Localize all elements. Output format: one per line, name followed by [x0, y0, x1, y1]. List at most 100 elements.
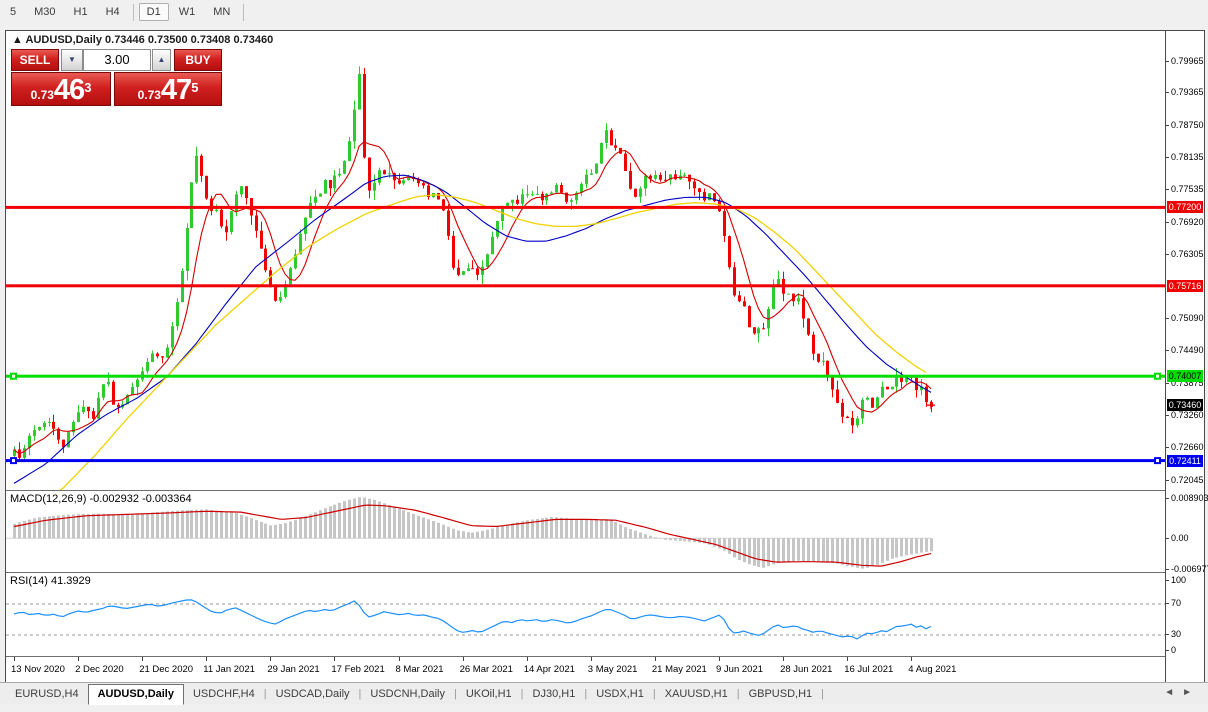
chart-ohlc-values: 0.73446 0.73500 0.73408 0.73460 — [105, 34, 274, 46]
timeframe-button-W1[interactable]: W1 — [178, 6, 196, 18]
horizontal-level-line[interactable] — [6, 284, 1165, 288]
axis-price-label: 0.73875 — [1171, 377, 1204, 388]
tab-separator: | — [821, 688, 824, 700]
macd-axis-label: 0.008903 — [1171, 492, 1208, 503]
chart-tab-usdcnh[interactable]: USDCNH,Daily — [370, 688, 445, 700]
buy-price-main: 47 — [160, 74, 192, 106]
rsi-axis-label: 30 — [1171, 628, 1182, 639]
horizontal-level-line[interactable] — [6, 459, 1165, 463]
timeframe-button-5[interactable]: 5 — [10, 6, 17, 18]
macd-chart-canvas[interactable] — [6, 491, 1165, 572]
chart-tab-xauusd[interactable]: XAUUSD,H1 — [664, 688, 728, 700]
level-price-badge[interactable]: 0.75716 — [1167, 279, 1203, 292]
axis-tick-mark — [1166, 92, 1169, 94]
chart-tab-gbpusd[interactable]: GBPUSD,H1 — [748, 688, 813, 700]
volume-input[interactable]: 3.00 — [83, 49, 151, 71]
rsi-axis-label: 70 — [1171, 597, 1182, 608]
axis-tick-mark — [1166, 318, 1169, 320]
tab-separator: | — [520, 688, 524, 700]
horizontal-level-line[interactable] — [6, 205, 1165, 209]
timeframe-button-H4[interactable]: H4 — [105, 6, 120, 18]
axis-tick-mark — [1166, 350, 1169, 352]
axis-tick-mark — [1166, 157, 1169, 159]
chart-tab-dj30[interactable]: DJ30,H1 — [532, 688, 576, 700]
current-price-badge[interactable]: 0.73460 — [1167, 399, 1203, 412]
chart-tab-usdcad[interactable]: USDCAD,Daily — [275, 688, 350, 700]
tab-scroll-right-icon[interactable]: ► — [1182, 687, 1200, 698]
date-label: 4 Aug 2021 — [908, 664, 957, 675]
date-tick-mark — [526, 657, 528, 661]
price-panel[interactable] — [6, 31, 1165, 491]
axis-tick-mark — [1166, 579, 1169, 581]
date-axis: 13 Nov 2020 2 Dec 2020 21 Dec 2020 11 Jan 2… — [6, 657, 1165, 682]
axis-tick-mark — [1166, 497, 1169, 499]
line-drag-handle-center — [12, 374, 15, 378]
main-chart-canvas[interactable] — [6, 31, 1165, 490]
macd-panel[interactable]: MACD(12,26,9) -0.002932 -0.003364 — [6, 491, 1165, 573]
timeframe-button-MN[interactable]: MN — [213, 6, 231, 18]
date-tick-mark — [334, 657, 336, 661]
level-price-badge[interactable]: 0.72411 — [1167, 454, 1203, 467]
buy-price-prefix: 0.73 — [137, 88, 161, 102]
axis-tick-mark — [1166, 649, 1169, 651]
timeframe-button-D1[interactable]: D1 — [138, 3, 169, 21]
chart-tab-bar: EURUSD,H4 AUDUSD,Daily USDCHF,H4 | USDCAD,Da… — [0, 682, 1208, 705]
ma-fast-line — [13, 141, 932, 455]
rsi-axis-label: 0 — [1171, 644, 1177, 655]
level-price-badge[interactable]: 0.74007 — [1167, 370, 1203, 383]
sell-price-button[interactable]: 0.73 46 3 — [11, 72, 111, 106]
timeframe-toolbar: 5 M30 H1 H4 D1 W1 MN — [0, 0, 1208, 24]
rsi-line — [13, 599, 932, 640]
date-label: 16 Jul 2021 — [844, 664, 894, 675]
sell-price-main: 46 — [53, 74, 85, 106]
sell-button[interactable]: SELL — [11, 49, 59, 71]
level-price-badge[interactable]: 0.77200 — [1167, 201, 1203, 214]
timeframe-button-H1[interactable]: H1 — [73, 6, 88, 18]
date-tick-mark — [398, 657, 400, 661]
axis-price-label: 0.76305 — [1171, 249, 1204, 260]
axis-price-label: 0.76920 — [1171, 216, 1204, 227]
rsi-chart-canvas[interactable] — [6, 573, 1165, 656]
date-tick-mark — [462, 657, 464, 661]
tab-separator: | — [263, 688, 267, 700]
axis-tick-mark — [1166, 446, 1169, 448]
chart-tab-eurusd[interactable]: EURUSD,H4 — [15, 688, 79, 700]
axis-tick-mark — [1166, 415, 1169, 417]
axis-tick-mark — [1166, 602, 1169, 604]
chart-title: ▲ AUDUSD,Daily 0.73446 0.73500 0.73408 0… — [12, 34, 273, 46]
rsi-panel[interactable]: RSI(14) 41.3929 — [6, 573, 1165, 657]
chart-tab-ukoil[interactable]: UKOil,H1 — [465, 688, 512, 700]
macd-indicator-label: MACD(12,26,9) -0.002932 -0.003364 — [10, 493, 192, 505]
timeframe-button-M30[interactable]: M30 — [34, 6, 56, 18]
axis-price-label: 0.77535 — [1171, 184, 1204, 195]
chart-tab-audusd[interactable]: AUDUSD,Daily — [87, 684, 184, 705]
axis-tick-mark — [1166, 254, 1169, 256]
axis-tick-mark — [1166, 60, 1169, 62]
line-drag-handle-center — [1156, 459, 1159, 463]
axis-tick-mark — [1166, 382, 1169, 384]
collapse-arrow-icon[interactable]: ▲ — [12, 34, 23, 46]
date-label: 21 Dec 2020 — [139, 664, 194, 675]
current-price-marker-icon — [927, 401, 935, 410]
buy-button[interactable]: BUY — [174, 49, 222, 71]
volume-increase-button[interactable]: ▲ — [152, 49, 171, 71]
chart-tab-usdx[interactable]: USDX,H1 — [596, 688, 644, 700]
horizontal-level-line[interactable] — [6, 374, 1165, 378]
date-label: 26 Mar 2021 — [459, 664, 513, 675]
line-drag-handle-center — [12, 459, 15, 463]
axis-price-label: 0.72660 — [1171, 441, 1204, 452]
date-tick-mark — [911, 657, 913, 661]
sell-price-pip: 3 — [84, 80, 92, 95]
chart-tab-usdchf[interactable]: USDCHF,H4 — [192, 688, 255, 700]
tab-separator: | — [584, 688, 588, 700]
date-tick-mark — [719, 657, 720, 661]
tab-scroll-left-icon[interactable]: ◄ — [1164, 687, 1183, 698]
date-label: 3 May 2021 — [587, 664, 638, 675]
axis-tick-mark — [1166, 479, 1169, 481]
date-label: 29 Jan 2021 — [267, 664, 320, 675]
macd-axis-label: -0.006977 — [1171, 564, 1208, 575]
volume-decrease-button[interactable]: ▼ — [61, 49, 83, 71]
tab-scroll-arrows[interactable]: ◄► — [1164, 687, 1200, 698]
date-tick-mark — [590, 657, 592, 661]
buy-price-button[interactable]: 0.73 47 5 — [114, 72, 222, 106]
